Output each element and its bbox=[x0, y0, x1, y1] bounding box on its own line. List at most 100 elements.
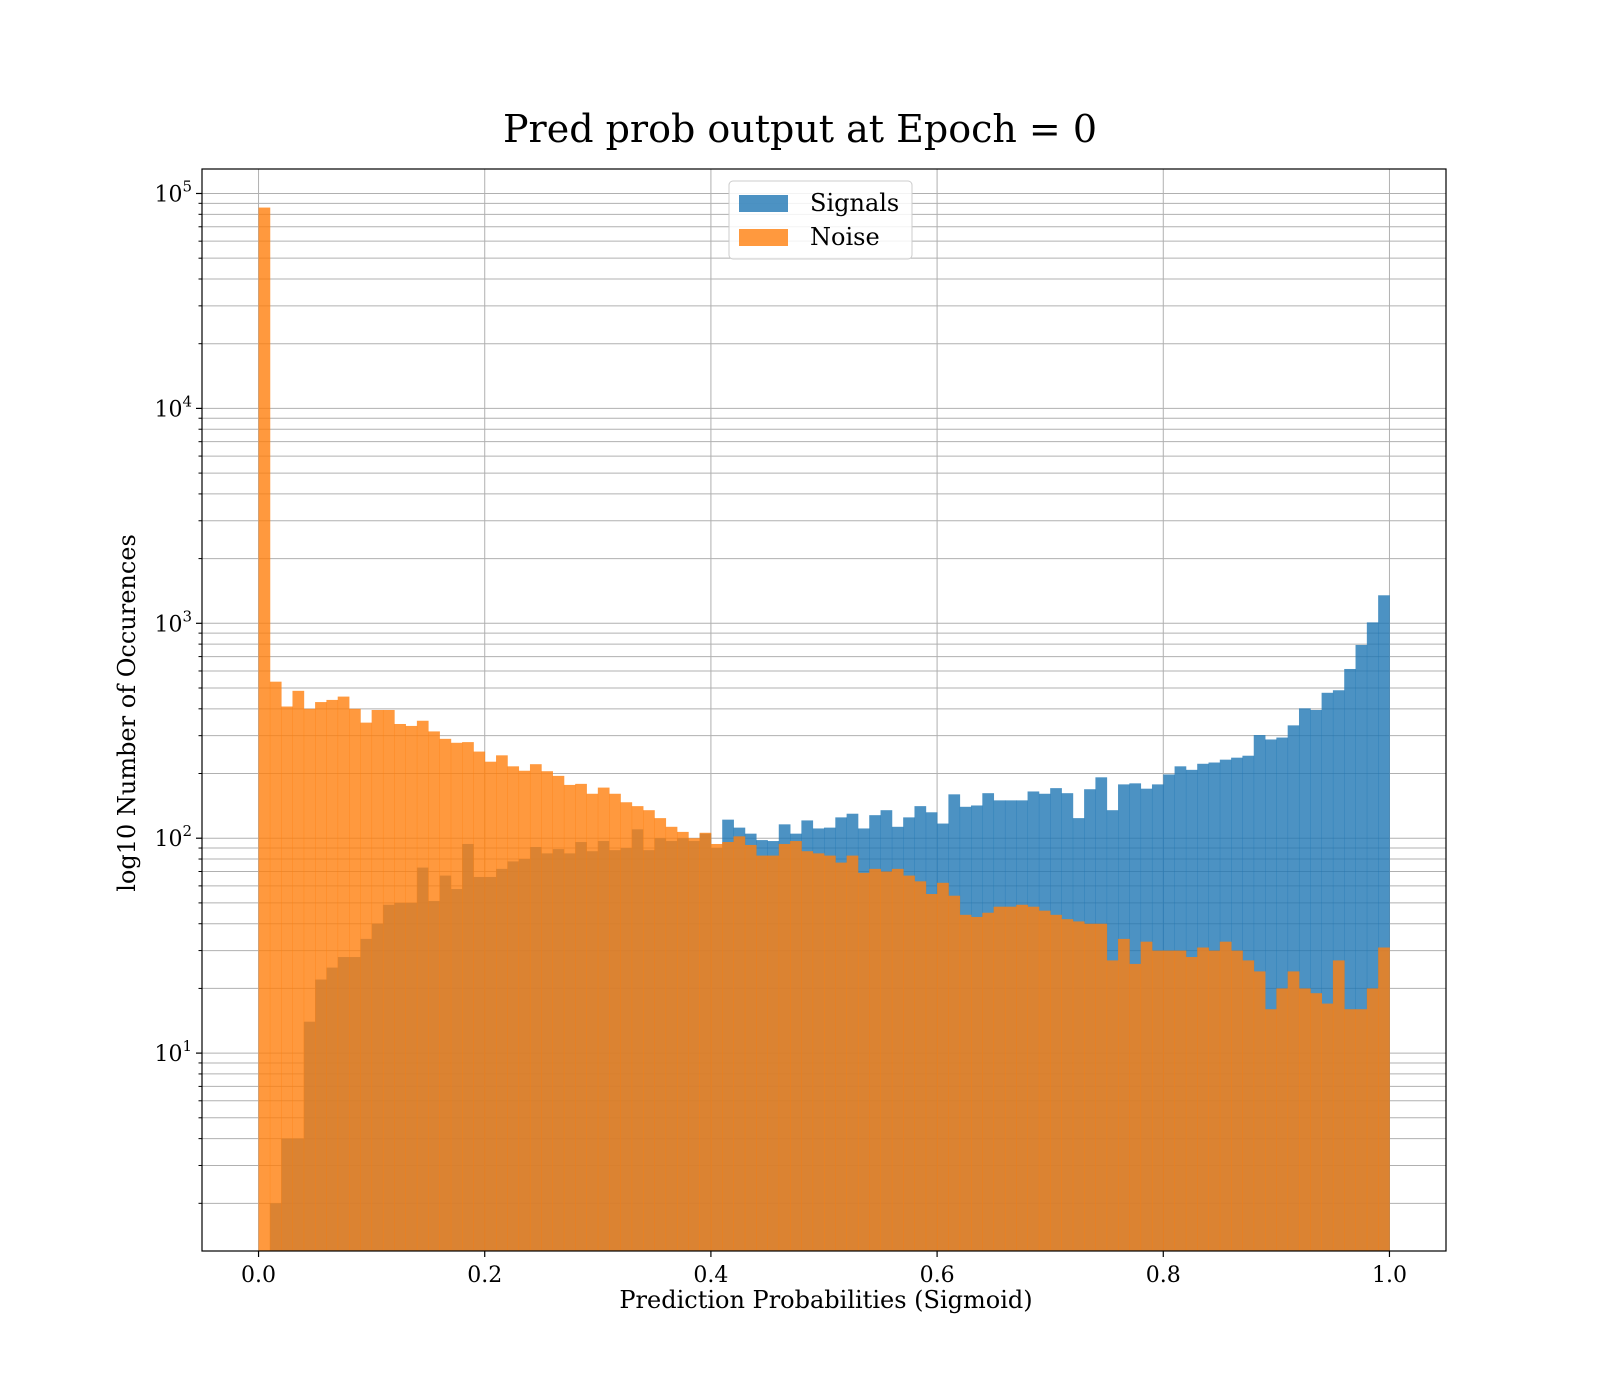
signals-bar bbox=[1298, 708, 1311, 1251]
signals-bar bbox=[1378, 595, 1390, 1251]
noise-bar bbox=[1004, 906, 1017, 1251]
noise-bar bbox=[790, 841, 802, 1251]
noise-bar bbox=[1095, 923, 1108, 1251]
noise-bar bbox=[993, 906, 1006, 1251]
noise-bar bbox=[812, 853, 825, 1251]
noise-bar bbox=[767, 855, 780, 1251]
noise-bar bbox=[925, 894, 938, 1251]
noise-bar bbox=[1344, 1009, 1356, 1251]
noise-bar bbox=[1118, 938, 1130, 1251]
noise-bar bbox=[428, 731, 440, 1251]
noise-bar bbox=[269, 681, 282, 1251]
legend-swatch-noise bbox=[739, 229, 788, 246]
legend-label-signals: Signals bbox=[810, 189, 899, 217]
noise-bar bbox=[1219, 941, 1232, 1251]
noise-bar bbox=[281, 706, 293, 1251]
noise-bar bbox=[676, 831, 689, 1251]
noise-bar bbox=[609, 793, 621, 1251]
noise-bar bbox=[597, 787, 610, 1251]
noise-bar bbox=[315, 702, 327, 1251]
noise-bar bbox=[1355, 1009, 1368, 1251]
noise-bar bbox=[857, 872, 870, 1251]
noise-bar bbox=[937, 882, 949, 1251]
legend: Signals Noise bbox=[728, 180, 913, 260]
noise-bar bbox=[756, 855, 768, 1251]
noise-bar bbox=[903, 875, 915, 1251]
noise-bar bbox=[631, 806, 644, 1251]
noise-bar bbox=[959, 914, 972, 1251]
noise-bar bbox=[371, 709, 384, 1251]
noise-bar bbox=[733, 836, 746, 1251]
noise-bar bbox=[303, 708, 316, 1251]
noise-bar bbox=[1253, 971, 1266, 1251]
noise-bar bbox=[1378, 947, 1390, 1251]
noise-bar bbox=[688, 838, 700, 1251]
noise-bar bbox=[575, 783, 587, 1251]
noise-bar bbox=[1298, 988, 1311, 1251]
noise-bar bbox=[462, 742, 474, 1251]
noise-bar bbox=[496, 755, 508, 1251]
noise-bar bbox=[1061, 919, 1074, 1251]
noise-bar bbox=[643, 810, 655, 1251]
noise-bar bbox=[382, 709, 395, 1251]
noise-bar bbox=[665, 826, 678, 1251]
noise-bar bbox=[1276, 988, 1289, 1251]
noise-bar bbox=[846, 855, 859, 1251]
noise-bar bbox=[1072, 921, 1085, 1251]
noise-bar bbox=[1208, 950, 1221, 1251]
noise-bar bbox=[654, 818, 667, 1251]
noise-bar bbox=[529, 764, 542, 1251]
noise-bar bbox=[416, 720, 429, 1251]
noise-bar bbox=[1287, 971, 1300, 1251]
noise-bar bbox=[349, 708, 361, 1251]
noise-bar bbox=[1185, 957, 1198, 1251]
noise-bar bbox=[801, 851, 814, 1251]
noise-bar bbox=[1016, 904, 1028, 1251]
legend-label-noise: Noise bbox=[810, 223, 880, 251]
noise-bar bbox=[982, 912, 995, 1251]
noise-bar bbox=[552, 775, 565, 1251]
x-tick-label: 0.4 bbox=[693, 1263, 728, 1288]
noise-bar bbox=[337, 696, 350, 1251]
signals-bar bbox=[1344, 668, 1356, 1251]
signals-bar bbox=[1355, 644, 1368, 1251]
noise-bar bbox=[1174, 950, 1187, 1251]
noise-bar bbox=[869, 868, 881, 1251]
noise-bar bbox=[1366, 988, 1379, 1251]
y-tick-label: 103 bbox=[154, 607, 192, 637]
noise-bar bbox=[1038, 910, 1051, 1251]
noise-bar bbox=[1197, 947, 1209, 1251]
noise-bar bbox=[292, 690, 305, 1251]
noise-bar bbox=[484, 761, 497, 1251]
signals-bar bbox=[1366, 622, 1379, 1251]
noise-bar bbox=[360, 722, 373, 1251]
noise-bar bbox=[1129, 963, 1142, 1251]
noise-bar bbox=[948, 895, 961, 1251]
noise-bar bbox=[971, 916, 983, 1251]
noise-bar bbox=[710, 843, 723, 1251]
noise-bar bbox=[563, 784, 576, 1251]
noise-bar bbox=[1027, 906, 1040, 1251]
noise-bar bbox=[1151, 950, 1164, 1251]
noise-bar bbox=[778, 843, 791, 1251]
noise-bars bbox=[258, 207, 1390, 1252]
noise-bar bbox=[394, 723, 406, 1251]
y-tick-label: 101 bbox=[154, 1037, 192, 1067]
y-tick-label: 104 bbox=[154, 392, 192, 422]
legend-swatch-signals bbox=[739, 195, 788, 212]
noise-bar bbox=[1265, 1009, 1277, 1251]
noise-bar bbox=[1332, 960, 1345, 1251]
noise-bar bbox=[541, 771, 553, 1251]
noise-bar bbox=[1242, 960, 1255, 1251]
noise-bar bbox=[258, 207, 271, 1252]
axes-layer: 0.0 0.2 0.4 0.6 0.8 1.0 101 102 103 104 105 bbox=[154, 168, 1447, 1288]
signals-bar bbox=[1321, 692, 1334, 1251]
noise-bar bbox=[450, 742, 463, 1251]
noise-bar bbox=[507, 766, 520, 1251]
x-axis-label: Prediction Probabilities (Sigmoid) bbox=[619, 1286, 1032, 1314]
noise-bar bbox=[473, 751, 486, 1251]
x-tick-label: 0.8 bbox=[1146, 1263, 1181, 1288]
noise-bar bbox=[326, 699, 339, 1251]
chart-title: Pred prob output at Epoch = 0 bbox=[503, 107, 1097, 151]
